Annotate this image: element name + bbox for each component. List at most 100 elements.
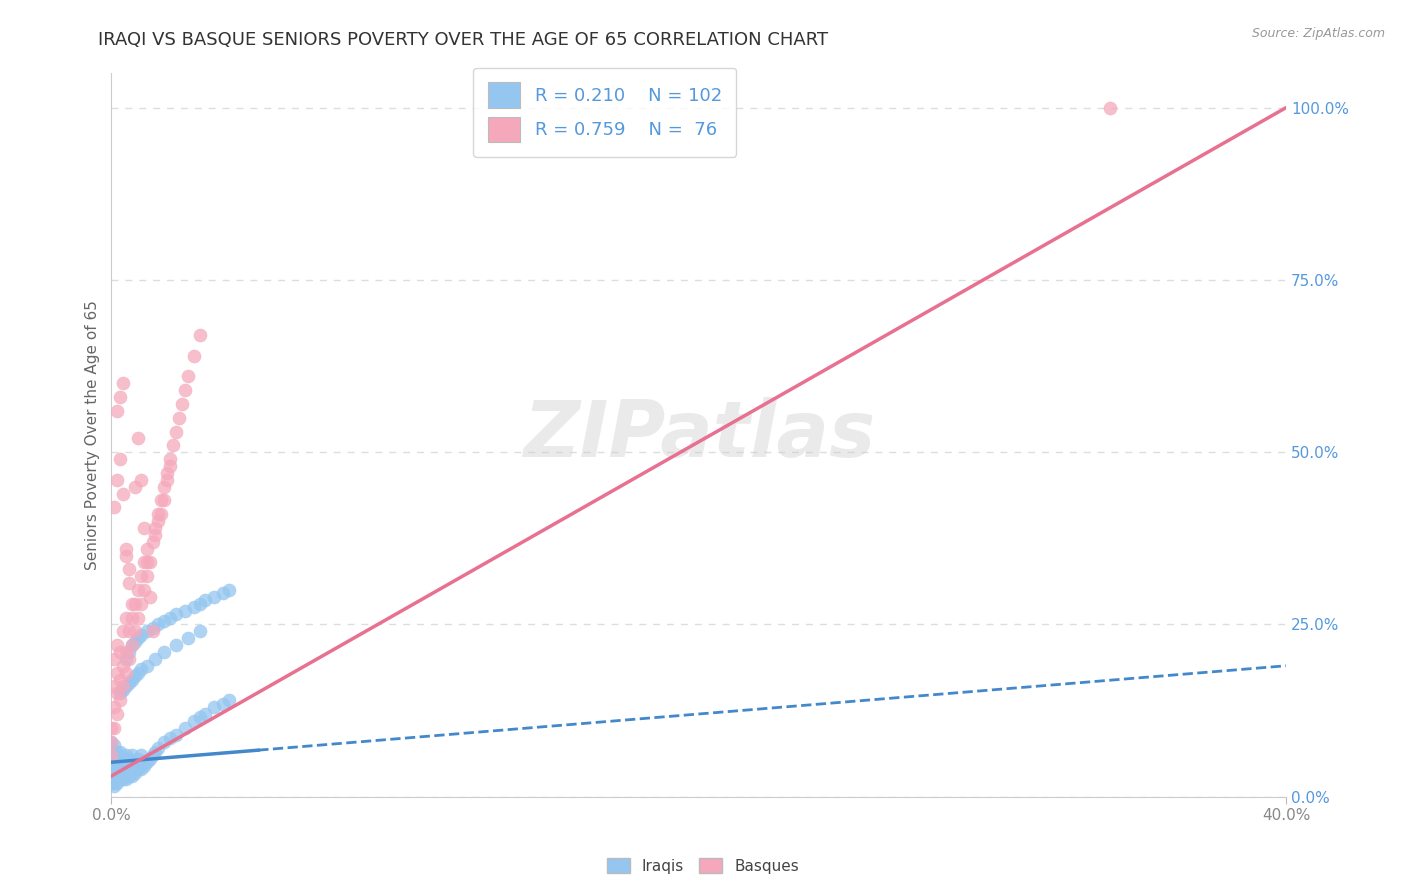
Point	[145, 528, 167, 542]
Point	[105, 686, 128, 700]
Legend: Iraqis, Basques: Iraqis, Basques	[600, 852, 806, 880]
Point	[159, 458, 181, 473]
Point	[124, 480, 146, 494]
Point	[118, 769, 141, 783]
Point	[124, 756, 146, 770]
Point	[135, 658, 157, 673]
Point	[127, 665, 149, 680]
Point	[132, 521, 155, 535]
Point	[105, 638, 128, 652]
Point	[132, 582, 155, 597]
Point	[105, 772, 128, 787]
Point	[132, 556, 155, 570]
Point	[110, 756, 132, 770]
Point	[124, 624, 146, 639]
Point	[202, 700, 225, 714]
Point	[103, 758, 125, 772]
Point	[121, 769, 143, 783]
Point	[183, 714, 205, 728]
Point	[173, 383, 195, 397]
Point	[167, 410, 190, 425]
Point	[100, 756, 122, 770]
Point	[110, 686, 132, 700]
Point	[105, 473, 128, 487]
Point	[112, 376, 135, 391]
Point	[100, 745, 122, 759]
Point	[110, 452, 132, 467]
Point	[183, 600, 205, 615]
Point	[194, 593, 217, 607]
Point	[124, 765, 146, 780]
Point	[218, 582, 240, 597]
Legend: R = 0.210    N = 102, R = 0.759    N =  76: R = 0.210 N = 102, R = 0.759 N = 76	[474, 68, 737, 157]
Point	[112, 680, 135, 694]
Point	[141, 534, 163, 549]
Point	[121, 610, 143, 624]
Point	[138, 556, 160, 570]
Point	[121, 748, 143, 763]
Point	[153, 493, 176, 508]
Point	[110, 745, 132, 759]
Point	[110, 693, 132, 707]
Point	[148, 617, 170, 632]
Point	[110, 673, 132, 687]
Text: Source: ZipAtlas.com: Source: ZipAtlas.com	[1251, 27, 1385, 40]
Point	[118, 645, 141, 659]
Point	[103, 780, 125, 794]
Point	[165, 728, 187, 742]
Point	[110, 772, 132, 787]
Point	[105, 665, 128, 680]
Point	[159, 452, 181, 467]
Point	[103, 500, 125, 515]
Point	[121, 638, 143, 652]
Point	[135, 569, 157, 583]
Point	[148, 514, 170, 528]
Point	[115, 765, 138, 780]
Point	[173, 721, 195, 735]
Point	[103, 738, 125, 752]
Point	[118, 652, 141, 666]
Point	[115, 772, 138, 787]
Point	[118, 624, 141, 639]
Point	[159, 610, 181, 624]
Point	[105, 756, 128, 770]
Point	[124, 669, 146, 683]
Y-axis label: Seniors Poverty Over the Age of 65: Seniors Poverty Over the Age of 65	[86, 300, 100, 570]
Point	[212, 586, 235, 600]
Point	[112, 769, 135, 783]
Point	[127, 610, 149, 624]
Point	[105, 762, 128, 776]
Point	[145, 745, 167, 759]
Point	[110, 645, 132, 659]
Point	[103, 776, 125, 790]
Point	[188, 624, 211, 639]
Point	[110, 769, 132, 783]
Point	[118, 762, 141, 776]
Point	[115, 645, 138, 659]
Point	[150, 507, 173, 521]
Point	[165, 638, 187, 652]
Point	[105, 745, 128, 759]
Point	[103, 772, 125, 787]
Point	[110, 390, 132, 404]
Point	[127, 762, 149, 776]
Point	[103, 700, 125, 714]
Point	[103, 721, 125, 735]
Point	[145, 521, 167, 535]
Point	[177, 631, 200, 645]
Point	[132, 758, 155, 772]
Point	[138, 590, 160, 604]
Point	[121, 597, 143, 611]
Point	[188, 328, 211, 343]
Point	[118, 676, 141, 690]
Point	[177, 369, 200, 384]
Point	[115, 610, 138, 624]
Point	[138, 752, 160, 766]
Text: ZIPatlas: ZIPatlas	[523, 397, 875, 473]
Point	[100, 765, 122, 780]
Point	[118, 576, 141, 591]
Point	[112, 658, 135, 673]
Point	[115, 541, 138, 556]
Point	[1098, 101, 1121, 115]
Point	[115, 652, 138, 666]
